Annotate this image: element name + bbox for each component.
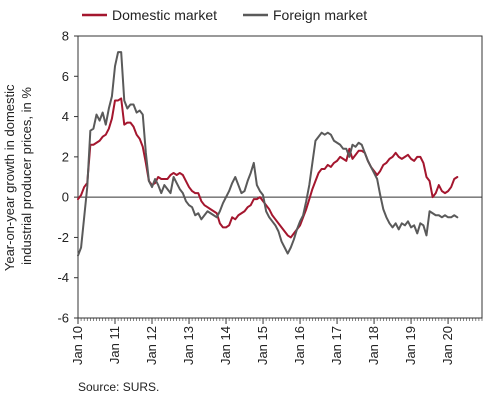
x-tick-label: Jan 13	[181, 326, 196, 365]
x-tick-label: Jan 14	[218, 326, 233, 365]
y-tick-label: -6	[57, 311, 69, 326]
plot-frame	[77, 35, 483, 319]
x-tick-label: Jan 10	[70, 326, 85, 365]
x-tick-label: Jan 12	[144, 326, 159, 365]
x-tick-label: Jan 15	[255, 326, 270, 365]
y-axis-title-line-1: Year-on-year growth in domestic	[2, 84, 17, 271]
y-tick-label: 0	[62, 190, 69, 205]
x-tick-label: Jan 20	[440, 326, 455, 365]
source-note: Source: SURS.	[78, 380, 159, 394]
y-tick-label: 6	[62, 69, 69, 84]
y-tick-label: -4	[57, 270, 69, 285]
y-axis-title-line-2: industrial producer prices, in %	[19, 87, 34, 265]
x-tick-label: Jan 11	[107, 326, 122, 364]
y-tick-label: 2	[62, 149, 69, 164]
y-tick-label: 8	[62, 29, 69, 44]
x-tick-label: Jan 16	[292, 326, 307, 365]
series-line-foreign-market	[77, 51, 459, 257]
x-tick-label: Jan 18	[366, 326, 381, 365]
legend-label-foreign: Foreign market	[273, 7, 367, 23]
legend: Domestic market Foreign market	[82, 7, 367, 23]
y-axis-title: Year-on-year growth in domestic industri…	[2, 81, 34, 271]
y-tick-label: 4	[62, 109, 69, 124]
series-line-domestic-market	[77, 97, 459, 239]
y-tick-label: -2	[57, 230, 69, 245]
x-tick-label: Jan 19	[403, 326, 418, 365]
plot-area: -6 -4 -2 0 2 4 6 8 Jan 10 Jan 11 Jan 12 Jan 13 Jan 1…	[57, 29, 483, 365]
x-tick-label: Jan 17	[329, 326, 344, 365]
legend-label-domestic: Domestic market	[112, 7, 217, 23]
